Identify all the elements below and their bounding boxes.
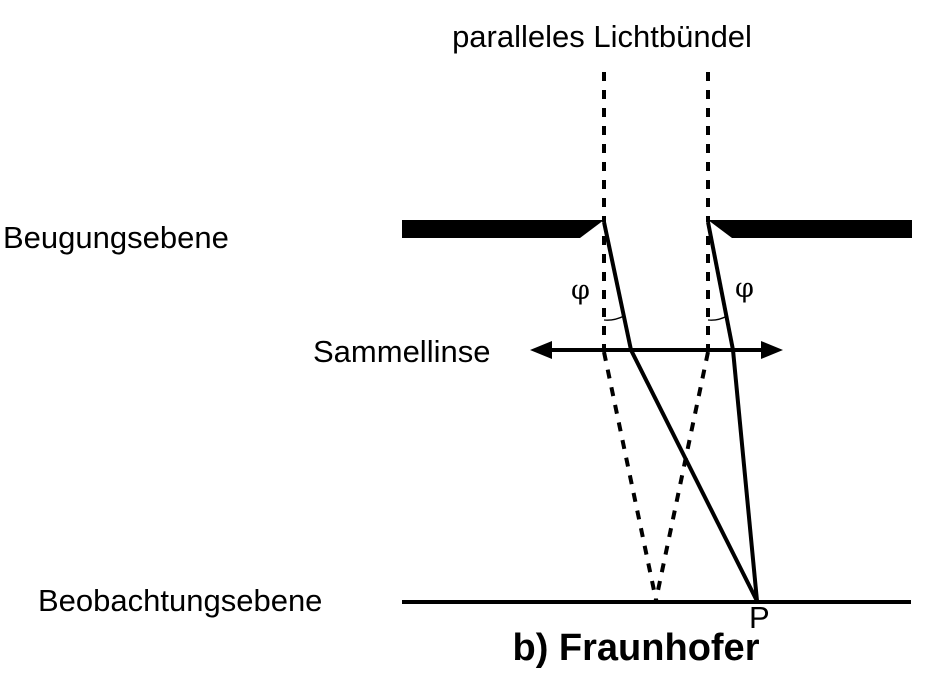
focus-ray-right (654, 351, 710, 601)
diffracted-ray-right-lower (731, 349, 759, 602)
angle-arc-right (707, 315, 728, 321)
diffraction-screen-right (708, 220, 912, 238)
angle-arc-left (603, 315, 625, 321)
lens-label: Sammellinse (313, 334, 490, 369)
observation-plane-label: Beobachtungsebene (38, 583, 322, 618)
focus-ray-left (602, 351, 658, 601)
angle-phi-left: φ (571, 275, 590, 306)
point-p-label: P (749, 600, 770, 635)
diffracted-ray-left-lower (629, 349, 759, 602)
diffracted-ray-left-upper (602, 221, 633, 351)
caption: b) Fraunhofer (513, 627, 760, 669)
diffraction-plane-label: Beugungsebene (3, 220, 229, 255)
diffracted-ray-right-upper (706, 221, 735, 351)
incoming-beam-label: paralleles Lichtbündel (452, 19, 752, 54)
diffraction-screen-left (402, 220, 604, 238)
lens-arrowhead-left (530, 341, 552, 359)
angle-phi-right: φ (735, 273, 754, 304)
lens-arrowhead-right (761, 341, 783, 359)
